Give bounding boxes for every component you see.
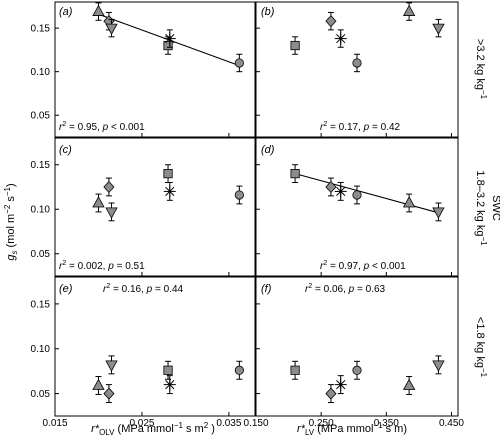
panel-frame [54,137,256,277]
marker-asterisk [163,32,176,45]
asterisk-stroke [165,33,175,44]
marker-triangle-down [432,23,445,35]
panel-frame [255,276,459,417]
marker-square [290,169,300,179]
x-tick-label: 0.025 [129,418,154,429]
marker-asterisk [334,378,347,391]
strip-label-mid: 1.8–3.2 kg kg−1 [474,170,488,246]
marker-circle [234,58,244,68]
x-tick-label: 0.150 [243,418,268,429]
x-tick-label: 0.350 [374,418,399,429]
asterisk-stroke [165,380,175,390]
x-axis-title-olv: r*OLV (MPa mmol−1 s m2 ) [91,421,215,437]
marker-triangle-down [432,360,445,372]
panels: 0.05 0.10 0.15 0.05 0.10 0.15 0.05 0.10 0.15 0.01… [31,1,464,429]
asterisk-stroke [336,33,346,44]
marker-square [290,40,300,51]
marker-square [290,365,300,375]
panel-letter: (d) [261,144,275,156]
asterisk-stroke [165,186,175,197]
marker-triangle-down [432,207,445,219]
y-tick-label: 0.15 [31,160,51,171]
marker-triangle-up [92,378,105,390]
marker-diamond [325,15,337,28]
stat-label: r2 = 0.17, p = 0.42 [320,121,401,133]
panel-c: (c) r2 = 0.002, p = 0.51 [59,144,244,272]
panel-letter: (a) [59,6,73,18]
marker-square [163,169,173,179]
swc-title: SWC [490,195,500,221]
panel-b: (b) r2 = 0.17, p = 0.42 [261,2,445,133]
panel-letter: (e) [59,283,73,295]
regression-line [294,173,439,214]
stat-label: r2 = 0.95, p < 0.001 [59,121,145,133]
marker-square [163,40,173,51]
y-axis-title: gs (mol m−2 s−1) [3,183,19,260]
panel-frame [255,137,459,277]
x-tick-label: 0.035 [216,418,241,429]
panel-d: (d) r2 = 0.97, p < 0.001 [261,144,445,272]
marker-triangle-down [105,360,118,372]
marker-asterisk [163,378,176,391]
panel-e: (e) r2 = 0.16, p = 0.44 [59,283,244,404]
y-tick-label: 0.10 [31,205,51,216]
marker-circle [352,190,362,200]
strip-label-high: >3.2 kg kg−1 [474,39,488,100]
marker-diamond [325,180,337,194]
x-tick-label: 0.015 [42,418,67,429]
marker-diamond [103,180,115,194]
panel-frame [54,1,256,138]
y-tick-label: 0.10 [31,344,51,355]
asterisk-stroke [336,186,346,197]
x-tick-label: 0.450 [439,418,464,429]
y-tick-label: 0.05 [31,111,51,122]
panel-letter: (b) [261,6,275,18]
marker-triangle-up [402,378,416,390]
marker-diamond [103,387,115,400]
marker-diamond [325,387,337,400]
panel-frame [255,1,459,138]
panel-f: (f) r2 = 0.06, p = 0.63 [261,283,445,404]
marker-triangle-up [402,4,416,16]
marker-asterisk [334,32,347,45]
marker-circle [234,190,244,200]
marker-triangle-up [92,196,105,208]
strip-label-low: <1.8 kg kg−1 [474,317,488,378]
y-tick-label: 0.05 [31,249,51,260]
x-axis-title-lv: r*LV (MPa mmol−1 s m) [297,421,407,437]
marker-circle [352,365,362,375]
stat-label: r2 = 0.002, p = 0.51 [59,260,145,272]
marker-triangle-up [92,4,105,16]
panel-frame [54,276,256,417]
asterisk-stroke [336,380,346,390]
marker-asterisk [163,185,176,198]
marker-triangle-up [402,196,416,208]
panel-letter: (c) [59,144,72,156]
y-tick-label: 0.10 [31,67,51,78]
stat-label: r2 = 0.16, p = 0.44 [103,283,184,295]
marker-circle [234,365,244,375]
panel-a: (a) r2 = 0.95, p < 0.001 [59,2,244,133]
stat-label: r2 = 0.97, p < 0.001 [320,260,406,272]
x-tick-label: 0.250 [309,418,334,429]
marker-circle [352,58,362,68]
marker-asterisk [334,185,347,198]
y-tick-label: 0.15 [31,24,51,35]
stat-label: r2 = 0.06, p = 0.63 [305,283,386,295]
y-tick-label: 0.05 [31,389,51,400]
panel-letter: (f) [261,283,272,295]
y-tick-label: 0.15 [31,299,51,310]
marker-triangle-down [105,23,118,35]
marker-square [163,365,173,375]
marker-triangle-down [105,207,118,219]
